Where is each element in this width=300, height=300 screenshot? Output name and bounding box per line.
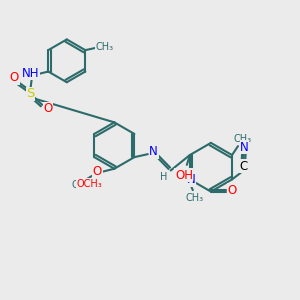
Text: H: H [160, 172, 168, 182]
Text: S: S [26, 87, 34, 100]
Text: N: N [187, 173, 196, 186]
Text: O: O [10, 71, 19, 84]
Text: O: O [228, 184, 237, 197]
Text: OCH₃: OCH₃ [76, 178, 102, 189]
Text: O: O [93, 165, 102, 178]
Text: CH₃: CH₃ [95, 42, 113, 52]
Text: CH₃: CH₃ [233, 134, 251, 144]
Text: C: C [240, 160, 248, 172]
Text: O: O [44, 102, 53, 115]
Text: CH₃: CH₃ [71, 180, 89, 190]
Text: CH₃: CH₃ [185, 193, 203, 203]
Text: OH: OH [175, 169, 193, 182]
Text: NH: NH [22, 67, 39, 80]
Text: N: N [149, 145, 158, 158]
Text: N: N [240, 141, 249, 154]
